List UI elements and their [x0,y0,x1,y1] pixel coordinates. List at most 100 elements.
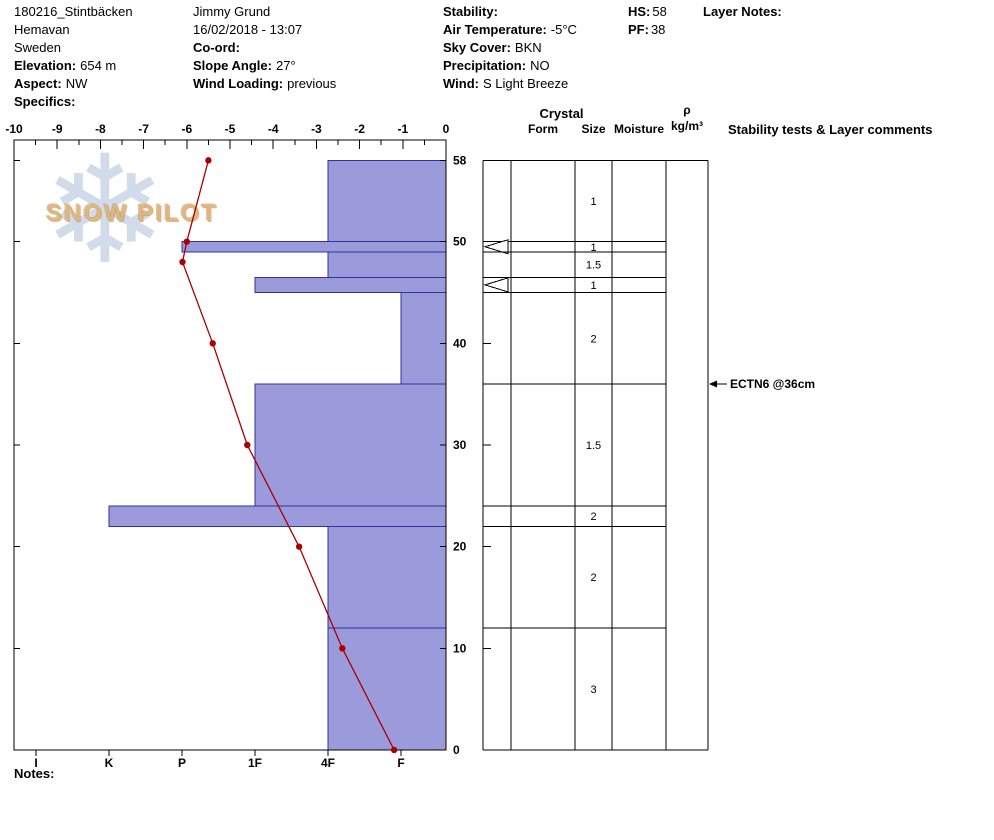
layer-hardness-bar [327,525,447,629]
depth-tick-label: 10 [453,641,467,655]
pf-value: 38 [650,22,666,37]
snowflake-icon: ❄ [42,124,168,298]
hardness-tick-label: 4F [321,756,335,770]
temp-tick-label: -9 [52,122,63,136]
layer-hardness-bar [327,251,447,278]
thin-layer-marker [483,277,509,293]
temp-tick-label: -7 [138,122,149,136]
layer-hardness-bar [254,383,447,507]
elevation-label: Elevation: [14,58,77,73]
layer-hardness-bar [254,276,447,293]
moisture-header: Moisture [613,122,664,136]
precipitation-label: Precipitation: [443,58,527,73]
depth-tick-label: 40 [453,336,467,350]
hardness-tick-label: 1F [248,756,262,770]
elevation-field: Elevation: 654 m [14,58,116,74]
sky-cover-label: Sky Cover: [443,40,511,55]
size-header: Size [581,122,606,136]
pit-title: 180216_Stintbäcken [14,4,133,19]
temp-tick-label: -5 [225,122,236,136]
elevation-value: 654 m [80,58,117,73]
stability-tests-header: Stability tests & Layer comments [728,122,933,137]
form-header: Form [528,122,558,136]
hardness-bars [108,159,447,751]
sky-cover-value: BKN [514,40,542,55]
hardness-tick-label: P [178,756,186,770]
crystal-header: Crystal [539,106,584,121]
temperature-point [179,258,186,266]
stability-test-label: ECTN6 @36cm [730,377,815,391]
air-temp-label: Air Temperature: [443,22,547,37]
grain-size-value: 2 [590,511,596,523]
grain-size-value: 1.5 [586,260,601,272]
wind-loading-field: Wind Loading: previous [193,76,336,92]
temperature-axis: -10 -9 -8 -7 -6 -5 -4 -3 -2 -1 0 [5,122,450,149]
temp-tick-label: -1 [397,122,408,136]
temperature-profile [179,157,398,754]
pit-region: Hemavan [14,22,70,37]
aspect-label: Aspect: [14,76,62,91]
depth-axis: 58 50 40 30 20 10 0 [14,153,491,757]
air-temp-value: -5°C [550,22,577,37]
wind-label: Wind: [443,76,479,91]
notes-label: Notes: [14,766,55,781]
layer-hardness-bar [400,292,447,385]
wind-field: Wind: S Light Breeze [443,76,568,92]
wind-loading-label: Wind Loading: [193,76,284,91]
temperature-point [390,746,398,754]
aspect-value: NW [65,76,88,91]
temp-tick-label: -6 [181,122,192,136]
air-temp-field: Air Temperature: -5°C [443,22,577,38]
temperature-point [295,543,303,550]
layer-hardness-bar [327,627,447,751]
hs-value: 58 [652,4,667,19]
slope-angle-label: Slope Angle: [193,58,272,73]
stability-tests: ECTN6 @36cm [709,377,815,391]
density-symbol: ρ [683,103,691,117]
grain-size-value: 3 [590,684,596,696]
pit-datetime: 16/02/2018 - 13:07 [193,22,303,37]
coord-label: Co-ord: [193,40,240,55]
layer-hardness-bar [327,159,447,243]
temperature-point [339,645,346,652]
depth-tick-label: 20 [453,540,467,554]
temp-tick-label: -4 [268,122,279,136]
grain-size-value: 2 [590,333,596,345]
layer-hardness-bar [181,241,447,253]
left-arrow-icon [709,380,717,388]
wind-loading-value: previous [287,76,337,91]
slope-angle-value: 27° [275,58,296,73]
grain-size-value: 2 [590,572,596,584]
pf-field: PF: 38 [628,22,665,38]
temp-tick-label: -8 [95,122,106,136]
grain-size-value: 1 [590,242,596,254]
aspect-field: Aspect: NW [14,76,87,92]
temperature-point [244,441,251,449]
hs-label: HS: [628,4,651,19]
depth-tick-label: 0 [453,743,460,757]
grain-size-value: 1.5 [586,440,601,452]
density-units: kg/m³ [670,119,703,133]
hardness-axis: I K P 1F 4F F [34,750,405,770]
hardness-tick-label: F [397,756,404,770]
layer-table: 1 1 1.5 1 2 1.5 2 2 3 [482,159,709,751]
stability-label: Stability: [443,4,498,19]
precipitation-value: NO [530,58,550,73]
hardness-tick-label: K [105,756,114,770]
pit-country: Sweden [14,40,61,55]
grain-size-value: 1 [590,196,596,208]
temp-tick-label: -2 [354,122,365,136]
pf-label: PF: [628,22,649,37]
depth-tick-label: 58 [453,153,467,167]
temperature-point [209,340,216,347]
depth-tick-label: 30 [453,438,467,452]
hs-field: HS: 58 [628,4,667,20]
specifics-label: Specifics: [14,94,76,109]
precipitation-field: Precipitation: NO [443,58,550,74]
hardness-tick-label: I [34,756,37,770]
observer-name: Jimmy Grund [193,4,271,19]
layer-notes-label: Layer Notes: [703,4,782,19]
layer-hardness-bar [108,505,447,527]
depth-tick-label: 50 [453,235,467,249]
